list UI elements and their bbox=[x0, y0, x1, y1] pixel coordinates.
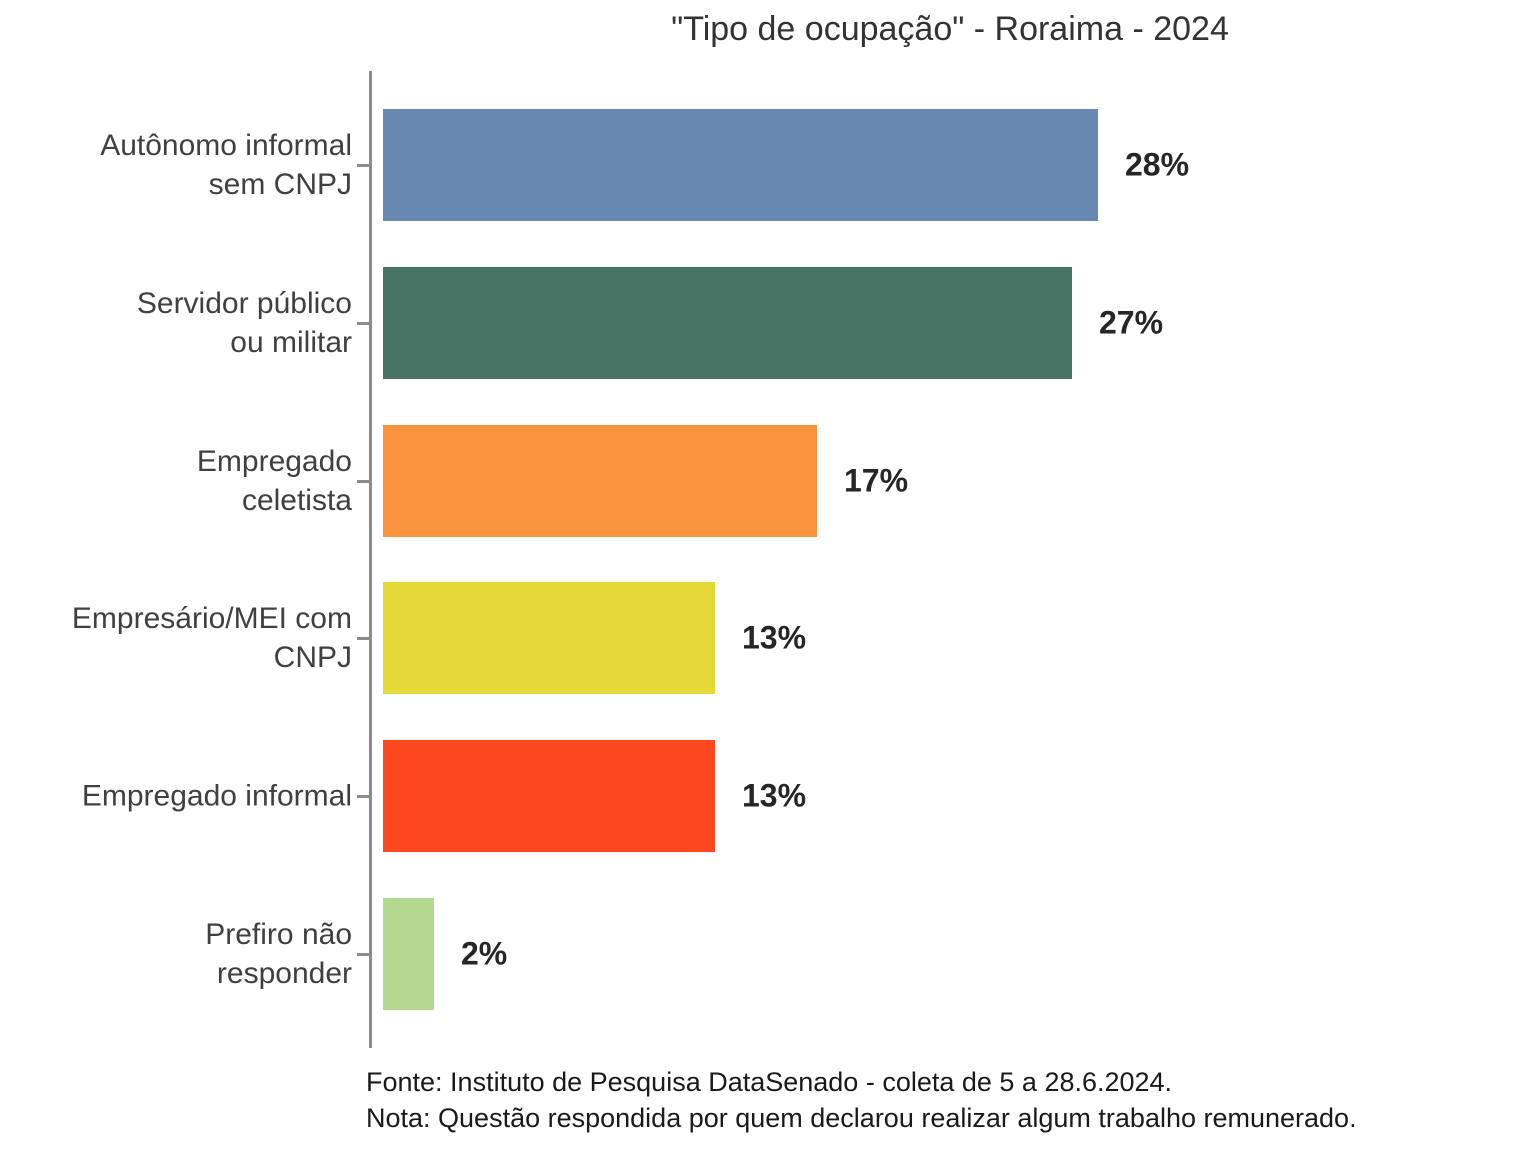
chart-title: "Tipo de ocupação" - Roraima - 2024 bbox=[671, 10, 1229, 48]
category-label: Prefiro não responder bbox=[205, 918, 352, 990]
bar-autonomo-informal-sem-cnpj bbox=[383, 109, 1098, 221]
bar-row: Empregado informal 13% bbox=[0, 740, 1536, 852]
methodology-note: Nota: Questão respondida por quem declar… bbox=[366, 1103, 1357, 1133]
bar-prefiro-nao-responder bbox=[383, 898, 434, 1010]
axis-tick bbox=[357, 322, 369, 325]
axis-tick bbox=[357, 637, 369, 640]
category-label: Servidor público ou militar bbox=[136, 287, 352, 359]
value-label: 27% bbox=[1099, 304, 1164, 341]
bar-empresario-mei-com-cnpj bbox=[383, 582, 715, 694]
bar-empregado-celetista bbox=[383, 425, 817, 537]
value-label: 17% bbox=[844, 462, 909, 499]
category-label: Empresário/MEI com CNPJ bbox=[71, 602, 352, 674]
axis-tick bbox=[357, 953, 369, 956]
bar-row: Empresário/MEI com CNPJ 13% bbox=[0, 582, 1536, 694]
axis-tick bbox=[357, 480, 369, 483]
axis-tick bbox=[357, 795, 369, 798]
source-note: Fonte: Instituto de Pesquisa DataSenado … bbox=[366, 1067, 1173, 1097]
bar-row: Empregado celetista 17% bbox=[0, 425, 1536, 537]
bar-servidor-publico-ou-militar bbox=[383, 267, 1072, 379]
bar-row: Prefiro não responder 2% bbox=[0, 898, 1536, 1010]
footer-notes: Fonte: Instituto de Pesquisa DataSenado … bbox=[366, 1064, 1357, 1136]
axis-tick bbox=[357, 164, 369, 167]
value-label: 28% bbox=[1125, 146, 1190, 183]
category-label: Autônomo informal sem CNPJ bbox=[100, 129, 352, 201]
value-label: 2% bbox=[461, 935, 508, 972]
category-label: Empregado informal bbox=[81, 779, 352, 813]
bar-row: Servidor público ou militar 27% bbox=[0, 267, 1536, 379]
value-label: 13% bbox=[742, 777, 807, 814]
value-label: 13% bbox=[742, 619, 807, 656]
y-axis-line bbox=[369, 71, 372, 1048]
category-label: Empregado celetista bbox=[196, 445, 352, 517]
bar-row: Autônomo informal sem CNPJ 28% bbox=[0, 109, 1536, 221]
bar-empregado-informal bbox=[383, 740, 715, 852]
